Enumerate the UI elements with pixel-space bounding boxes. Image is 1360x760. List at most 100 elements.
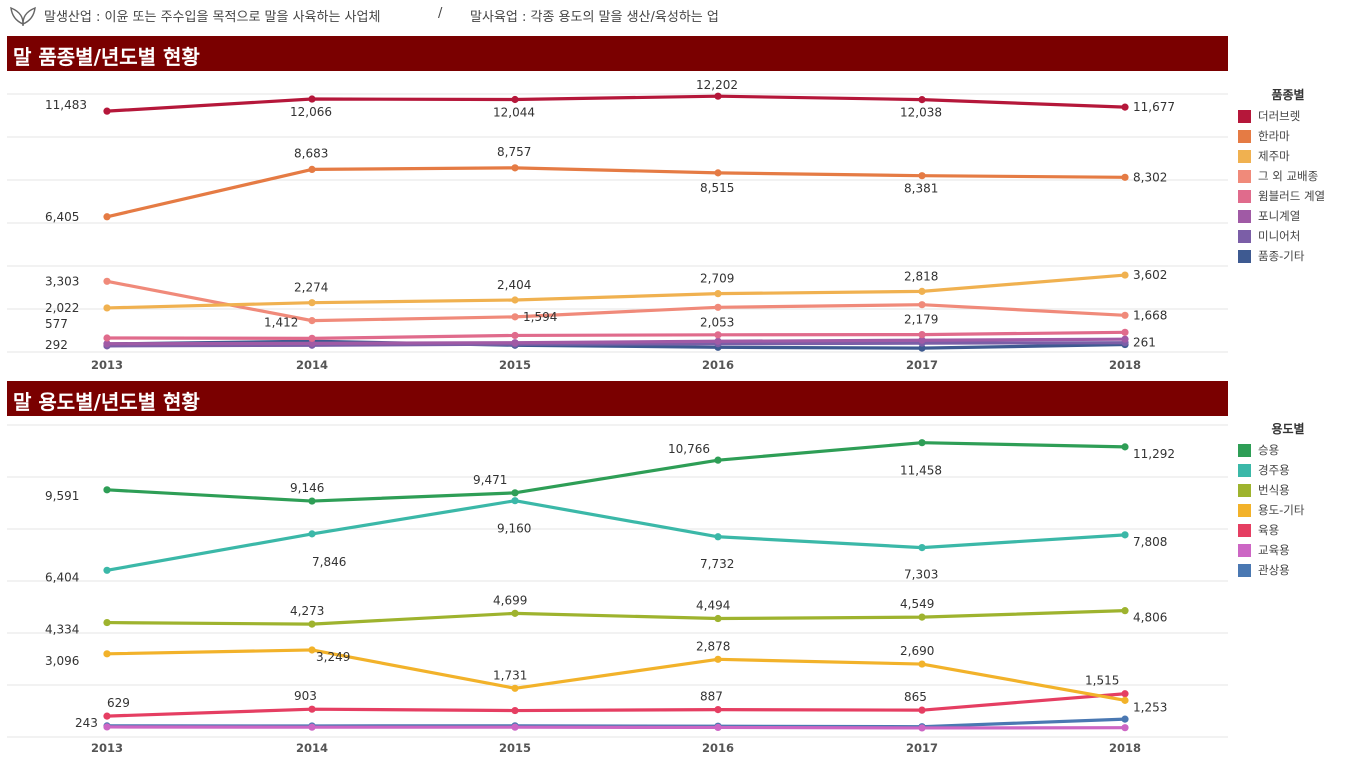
legend-item[interactable]: 육용 <box>1238 520 1358 540</box>
data-point[interactable] <box>308 705 316 713</box>
legend-item[interactable]: 번식용 <box>1238 480 1358 500</box>
data-point[interactable] <box>308 723 316 731</box>
data-point[interactable] <box>1121 311 1129 319</box>
data-point[interactable] <box>308 646 316 654</box>
usage-series-5 <box>103 723 1129 732</box>
legend-label: 윔블러드 계열 <box>1258 189 1326 203</box>
data-point[interactable] <box>103 618 111 627</box>
data-point[interactable] <box>714 533 722 541</box>
data-point[interactable] <box>1121 696 1129 704</box>
data-point[interactable] <box>1121 531 1129 539</box>
data-point[interactable] <box>308 530 316 538</box>
data-point[interactable] <box>308 165 316 173</box>
data-point[interactable] <box>714 337 722 345</box>
data-point[interactable] <box>511 296 519 304</box>
legend-item[interactable]: 한라마 <box>1238 126 1358 146</box>
data-point[interactable] <box>103 107 111 115</box>
legend-item[interactable]: 승용 <box>1238 440 1358 460</box>
data-point[interactable] <box>1121 715 1129 723</box>
data-point[interactable] <box>103 723 111 731</box>
data-point[interactable] <box>511 609 519 617</box>
data-point[interactable] <box>1121 443 1129 451</box>
data-point[interactable] <box>308 299 316 307</box>
data-point[interactable] <box>918 724 926 732</box>
data-point[interactable] <box>1121 173 1129 181</box>
data-point[interactable] <box>714 303 722 311</box>
data-point[interactable] <box>308 497 316 505</box>
data-point[interactable] <box>511 684 519 692</box>
data-point[interactable] <box>511 339 519 347</box>
data-point[interactable] <box>1121 607 1129 615</box>
data-point[interactable] <box>918 660 926 668</box>
data-point[interactable] <box>714 706 722 714</box>
data-point[interactable] <box>714 290 722 298</box>
data-point[interactable] <box>918 336 926 344</box>
data-point[interactable] <box>308 620 316 628</box>
data-point[interactable] <box>1121 335 1129 343</box>
data-point[interactable] <box>918 439 926 447</box>
data-point[interactable] <box>1121 271 1129 279</box>
data-point[interactable] <box>103 277 111 285</box>
data-point[interactable] <box>511 313 519 321</box>
data-point[interactable] <box>918 543 926 552</box>
data-point[interactable] <box>918 301 926 309</box>
legend-item[interactable]: 용도-기타 <box>1238 500 1358 520</box>
data-point[interactable] <box>511 489 519 497</box>
legend-label: 관상용 <box>1258 563 1290 577</box>
data-point[interactable] <box>1121 103 1129 111</box>
data-label: 292 <box>45 338 68 352</box>
legend-item[interactable]: 관상용 <box>1238 560 1358 580</box>
legend-item[interactable]: 교육용 <box>1238 540 1358 560</box>
data-point[interactable] <box>511 95 519 104</box>
breed-series-1 <box>103 164 1129 221</box>
data-point[interactable] <box>308 334 316 342</box>
data-point[interactable] <box>918 613 926 621</box>
data-point[interactable] <box>103 334 111 342</box>
data-point[interactable] <box>918 344 926 352</box>
note-left-text: 말생산업 : 이윤 또는 주수입을 목적으로 말을 사육하는 사업체 <box>44 10 381 25</box>
data-point[interactable] <box>918 287 926 295</box>
data-point[interactable] <box>714 655 722 663</box>
data-point[interactable] <box>918 331 926 339</box>
data-point[interactable] <box>918 96 926 104</box>
data-point[interactable] <box>511 723 519 731</box>
data-point[interactable] <box>511 706 519 715</box>
data-point[interactable] <box>714 614 722 623</box>
x-tick-label: 2017 <box>906 741 938 755</box>
legend-item[interactable]: 그 외 교배종 <box>1238 166 1358 186</box>
note-separator: / <box>438 6 443 21</box>
legend-swatch <box>1238 149 1251 163</box>
data-point[interactable] <box>511 331 519 340</box>
data-point[interactable] <box>511 164 519 172</box>
data-point[interactable] <box>103 712 111 720</box>
data-point[interactable] <box>308 339 316 347</box>
data-point[interactable] <box>1121 690 1129 698</box>
data-point[interactable] <box>103 304 111 312</box>
data-point[interactable] <box>103 566 111 574</box>
data-point[interactable] <box>1121 328 1129 336</box>
legend-item[interactable]: 경주용 <box>1238 460 1358 480</box>
legend-item[interactable]: 더러브렛 <box>1238 106 1358 126</box>
data-point[interactable] <box>714 723 722 732</box>
data-point[interactable] <box>308 317 316 325</box>
data-point[interactable] <box>714 456 722 464</box>
data-point[interactable] <box>714 92 722 100</box>
data-point[interactable] <box>714 169 722 177</box>
data-point[interactable] <box>511 497 519 505</box>
data-point[interactable] <box>308 95 316 103</box>
legend-item[interactable]: 품종-기타 <box>1238 246 1358 266</box>
legend-item[interactable]: 포니계열 <box>1238 206 1358 226</box>
data-point[interactable] <box>103 213 111 221</box>
legend-item[interactable]: 윔블러드 계열 <box>1238 186 1358 206</box>
data-point[interactable] <box>103 340 111 348</box>
data-point[interactable] <box>918 172 926 180</box>
legend-item[interactable]: 미니어처 <box>1238 226 1358 246</box>
data-point[interactable] <box>1121 724 1129 732</box>
legend-item[interactable]: 제주마 <box>1238 146 1358 166</box>
x-tick-label: 2013 <box>91 358 123 372</box>
data-point[interactable] <box>714 331 722 339</box>
data-point[interactable] <box>918 706 926 714</box>
data-point[interactable] <box>103 650 111 658</box>
data-label: 4,273 <box>290 604 324 618</box>
data-point[interactable] <box>103 486 111 494</box>
